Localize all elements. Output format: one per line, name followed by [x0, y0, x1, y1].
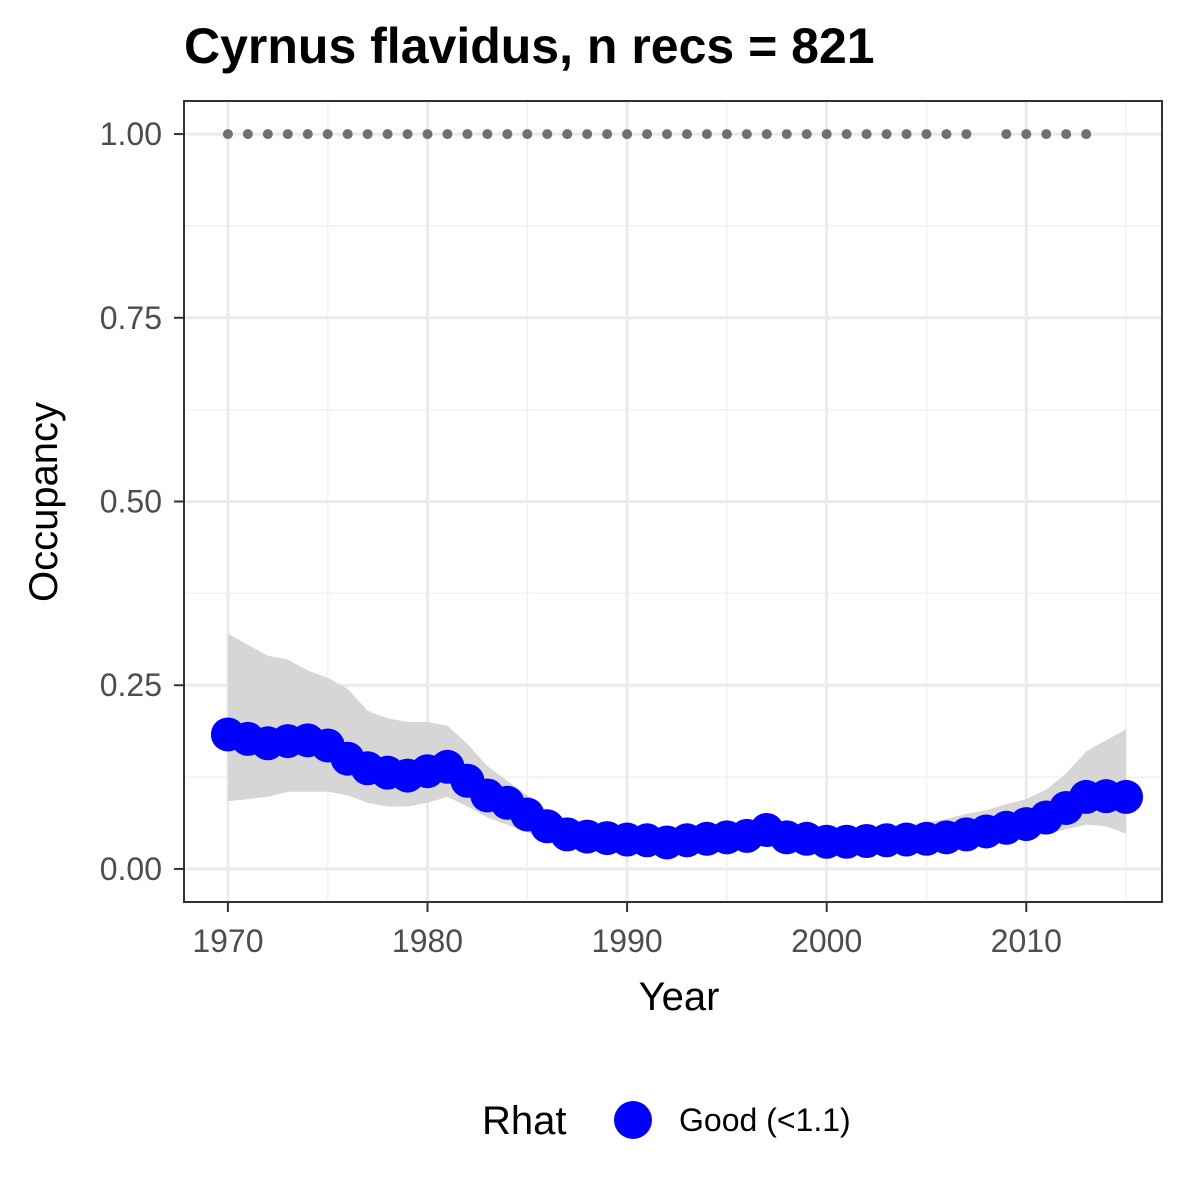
- x-axis-label: Year: [639, 975, 720, 1019]
- record-dot: [322, 129, 333, 140]
- occupancy-point: [1109, 779, 1144, 814]
- record-dot: [642, 129, 653, 140]
- legend-swatch: [614, 1101, 652, 1139]
- record-dot: [582, 129, 593, 140]
- record-dot: [502, 129, 513, 140]
- record-dot: [821, 129, 832, 140]
- record-dot: [1021, 129, 1032, 140]
- record-dot: [861, 129, 872, 140]
- record-dot: [701, 129, 712, 140]
- record-dot: [801, 129, 812, 140]
- record-dot: [961, 129, 972, 140]
- record-dot: [602, 129, 613, 140]
- y-tick-label: 0.75: [100, 300, 162, 336]
- grid-lines: [184, 101, 1162, 902]
- record-dot: [442, 129, 453, 140]
- record-dot: [941, 129, 952, 140]
- confidence-ribbon-layer: [227, 633, 1127, 852]
- x-tick-label: 1970: [192, 923, 263, 959]
- y-axis-ticks: 0.00 0.25 0.50 0.75 1.00: [100, 116, 184, 887]
- record-dot: [522, 129, 533, 140]
- y-tick-label: 0.50: [100, 484, 162, 520]
- y-tick-label: 0.00: [100, 851, 162, 887]
- record-dot: [342, 129, 353, 140]
- y-tick-label: 0.25: [100, 667, 162, 703]
- record-dot: [462, 129, 473, 140]
- occupancy-points-layer: [210, 717, 1144, 860]
- record-dot: [242, 129, 253, 140]
- record-dot: [482, 129, 493, 140]
- record-dot: [721, 129, 732, 140]
- y-tick-label: 1.00: [100, 116, 162, 152]
- legend: Rhat Good (<1.1): [482, 1099, 851, 1143]
- record-dot: [562, 129, 573, 140]
- record-dot: [542, 129, 553, 140]
- record-dot: [662, 129, 673, 140]
- record-dot: [781, 129, 792, 140]
- record-dot: [422, 129, 433, 140]
- record-dot: [741, 129, 752, 140]
- record-dots-layer: [222, 129, 1092, 140]
- confidence-ribbon: [227, 633, 1127, 852]
- record-dot: [901, 129, 912, 140]
- record-dot: [881, 129, 892, 140]
- record-dot: [262, 129, 273, 140]
- record-dot: [382, 129, 393, 140]
- record-dot: [282, 129, 293, 140]
- record-dot: [841, 129, 852, 140]
- legend-item-label: Good (<1.1): [679, 1102, 851, 1138]
- record-dot: [921, 129, 932, 140]
- record-dot: [761, 129, 772, 140]
- record-dot: [1041, 129, 1052, 140]
- record-dot: [622, 129, 633, 140]
- chart-title: Cyrnus flavidus, n recs = 821: [184, 18, 875, 74]
- x-tick-label: 2000: [791, 923, 862, 959]
- x-tick-label: 1990: [592, 923, 663, 959]
- legend-title: Rhat: [482, 1099, 567, 1143]
- record-dot: [362, 129, 373, 140]
- record-dot: [302, 129, 313, 140]
- x-tick-label: 1980: [392, 923, 463, 959]
- record-dot: [1001, 129, 1012, 140]
- record-dot: [1061, 129, 1072, 140]
- x-tick-label: 2010: [991, 923, 1062, 959]
- x-axis-ticks: 1970 1980 1990 2000 2010: [192, 902, 1062, 959]
- record-dot: [681, 129, 692, 140]
- y-axis-label: Occupancy: [22, 402, 66, 602]
- record-dot: [222, 129, 233, 140]
- record-dot: [1081, 129, 1092, 140]
- record-dot: [402, 129, 413, 140]
